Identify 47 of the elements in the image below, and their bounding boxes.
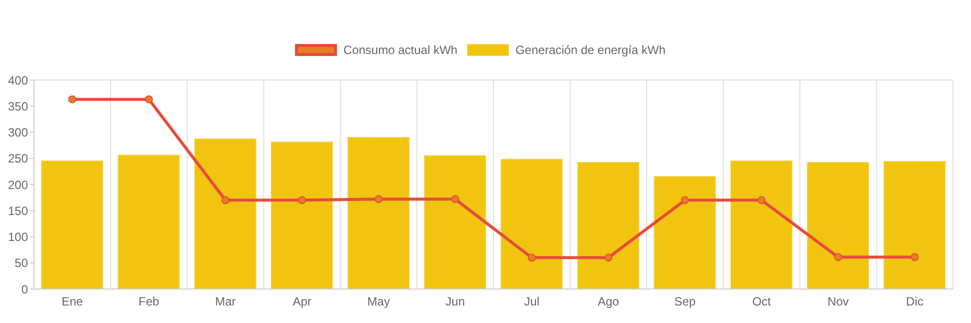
point: [528, 254, 536, 262]
y-tick-label: 0: [21, 282, 28, 296]
y-tick-label: 400: [8, 73, 28, 88]
point: [604, 254, 612, 262]
point: [68, 95, 76, 104]
x-tick-label: Nov: [827, 294, 849, 309]
x-tick-label: Jul: [524, 294, 540, 309]
point: [451, 195, 460, 204]
x-tick-label: Jun: [446, 294, 465, 309]
point: [834, 253, 842, 262]
y-tick-label: 200: [8, 178, 28, 192]
x-tick-label: Feb: [138, 294, 160, 309]
x-tick-label: Ene: [62, 294, 84, 309]
x-tick-label: May: [367, 294, 390, 309]
bar: [41, 160, 104, 289]
point: [680, 196, 689, 204]
legend-label: Consumo actual kWh: [343, 43, 458, 57]
bar: [654, 176, 716, 289]
bar: [577, 162, 640, 289]
x-tick-label: Oct: [752, 294, 772, 309]
bar: [270, 142, 333, 289]
bar: [347, 136, 410, 289]
point: [758, 196, 766, 204]
bar: [500, 158, 563, 289]
point: [910, 253, 919, 262]
x-tick-label: Dic: [906, 294, 924, 309]
bar: [730, 160, 792, 289]
point: [374, 195, 383, 204]
y-tick-label: 50: [14, 256, 28, 270]
x-tick-label: Sep: [674, 294, 696, 309]
legend-label: Generación de energía kWh: [515, 43, 666, 57]
bar: [806, 162, 869, 289]
bar: [194, 138, 256, 289]
y-tick-label: 150: [8, 204, 28, 218]
x-tick-label: Ago: [598, 294, 620, 309]
x-tick-label: Mar: [215, 294, 236, 309]
y-tick-label: 350: [8, 99, 28, 114]
y-tick-label: 250: [8, 152, 28, 166]
y-tick-label: 100: [8, 230, 28, 244]
bar: [424, 155, 486, 289]
point: [221, 196, 230, 204]
y-tick-label: 300: [8, 126, 28, 140]
bar: [884, 161, 946, 289]
x-tick-label: Apr: [292, 294, 312, 309]
point: [298, 196, 306, 204]
point: [144, 95, 153, 104]
bar: [118, 154, 180, 289]
